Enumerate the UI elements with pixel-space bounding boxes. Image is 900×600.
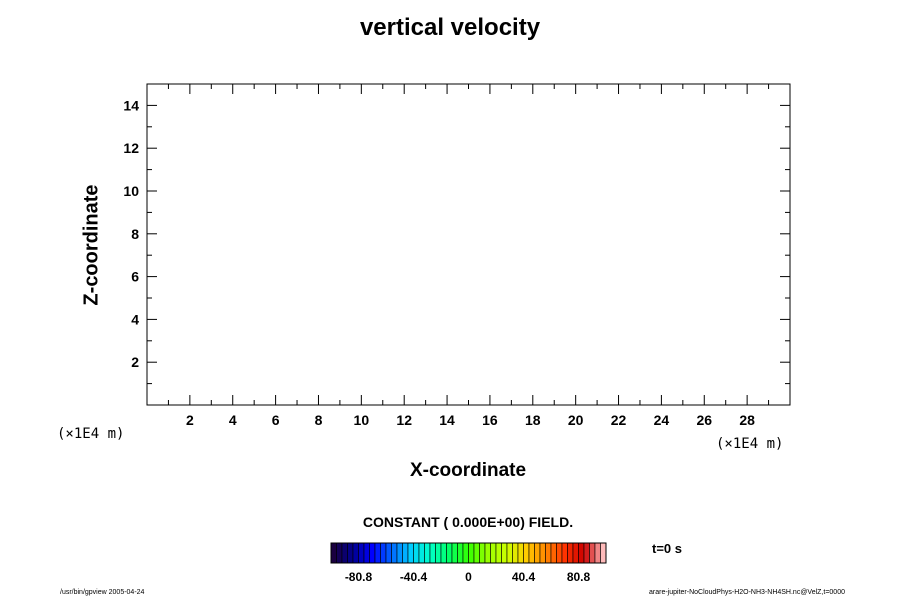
colorbar-cell: [468, 542, 475, 564]
x-tick-label: 2: [186, 412, 194, 428]
colorbar-cell: [358, 542, 365, 564]
colorbar-tick-label: 0: [465, 570, 472, 584]
colorbar-tick-label: -40.4: [400, 570, 428, 584]
colorbar-cell: [336, 542, 343, 564]
x-tick-label: 16: [482, 412, 498, 428]
colorbar-cell: [385, 542, 392, 564]
colorbar-cell: [501, 542, 508, 564]
colorbar-cell: [589, 542, 596, 564]
colorbar-tick-label: -80.8: [345, 570, 373, 584]
colorbar-cell: [545, 542, 552, 564]
y-tick-label: 4: [131, 311, 139, 327]
colorbar-cell: [451, 542, 458, 564]
colorbar-cell: [363, 542, 370, 564]
x-tick-label: 24: [654, 412, 670, 428]
colorbar-cell: [550, 542, 557, 564]
x-tick-label: 14: [439, 412, 455, 428]
colorbar-cell: [396, 542, 403, 564]
y-tick-label: 14: [123, 97, 139, 113]
colorbar-cell: [446, 542, 453, 564]
y-tick-label: 10: [123, 183, 139, 199]
colorbar-cell: [523, 542, 530, 564]
colorbar-cell: [473, 542, 480, 564]
x-tick-label: 6: [272, 412, 280, 428]
x-tick-label: 28: [739, 412, 755, 428]
colorbar-cell: [407, 542, 414, 564]
colorbar-cell: [352, 542, 359, 564]
colorbar-cell: [594, 542, 601, 564]
y-tick-label: 6: [131, 269, 139, 285]
colorbar-cell: [429, 542, 436, 564]
colorbar-cell: [391, 542, 398, 564]
colorbar-cell: [539, 542, 546, 564]
y-tick-label: 2: [131, 354, 139, 370]
field-message: CONSTANT ( 0.000E+00) FIELD.: [362, 514, 574, 530]
colorbar-cell: [506, 542, 513, 564]
colorbar-cell: [528, 542, 535, 564]
colorbar-cell: [462, 542, 469, 564]
colorbar-cell: [347, 542, 354, 564]
x-axis-label: X-coordinate: [409, 460, 527, 481]
colorbar-cell: [490, 542, 497, 564]
colorbar-cell: [578, 542, 585, 564]
colorbar-cell: [567, 542, 574, 564]
colorbar-cell: [600, 542, 607, 564]
time-label: t=0 s: [652, 541, 682, 556]
colorbar-cell: [572, 542, 579, 564]
colorbar-cell: [424, 542, 431, 564]
colorbar-cell: [440, 542, 447, 564]
x-tick-label: 20: [568, 412, 584, 428]
x-tick-label: 26: [696, 412, 712, 428]
y-axis-label: Z-coordinate: [80, 184, 103, 306]
x-axis-unit: (×1E4 m): [716, 436, 784, 452]
colorbar-cell: [479, 542, 486, 564]
colorbar-tick-label: 40.4: [512, 570, 536, 584]
x-tick-label: 4: [229, 412, 237, 428]
colorbar-cell: [341, 542, 348, 564]
y-tick-label: 8: [131, 226, 139, 242]
x-tick-label: 10: [354, 412, 370, 428]
colorbar-cell: [435, 542, 442, 564]
x-tick-label: 22: [611, 412, 627, 428]
colorbar-cell: [369, 542, 376, 564]
colorbar-cell: [517, 542, 524, 564]
x-tick-label: 18: [525, 412, 541, 428]
colorbar-cell: [457, 542, 464, 564]
colorbar-cell: [561, 542, 568, 564]
colorbar-cell: [402, 542, 409, 564]
colorbar-cell: [374, 542, 381, 564]
colorbar-cell: [534, 542, 541, 564]
colorbar-cell: [418, 542, 425, 564]
colorbar-cell: [495, 542, 502, 564]
footer-source: arare-jupiter-NoCloudPhys-H2O-NH3-NH4SH.…: [649, 589, 845, 596]
y-tick-label: 12: [123, 140, 139, 156]
colorbar-cell: [413, 542, 420, 564]
footer-command: /usr/bin/gpview 2005-04-24: [60, 589, 145, 596]
colorbar-cell: [556, 542, 563, 564]
colorbar-tick-label: 80.8: [567, 570, 591, 584]
colorbar-cell: [512, 542, 519, 564]
chart-title: vertical velocity: [359, 14, 541, 41]
colorbar-cell: [330, 542, 337, 564]
colorbar-cell: [380, 542, 387, 564]
colorbar-frame: [330, 542, 607, 564]
colorbar-cell: [583, 542, 590, 564]
colorbar-cell: [484, 542, 491, 564]
x-tick-label: 12: [396, 412, 412, 428]
x-tick-label: 8: [315, 412, 323, 428]
plot-frame: [146, 83, 791, 406]
y-axis-unit: (×1E4 m): [57, 426, 125, 442]
